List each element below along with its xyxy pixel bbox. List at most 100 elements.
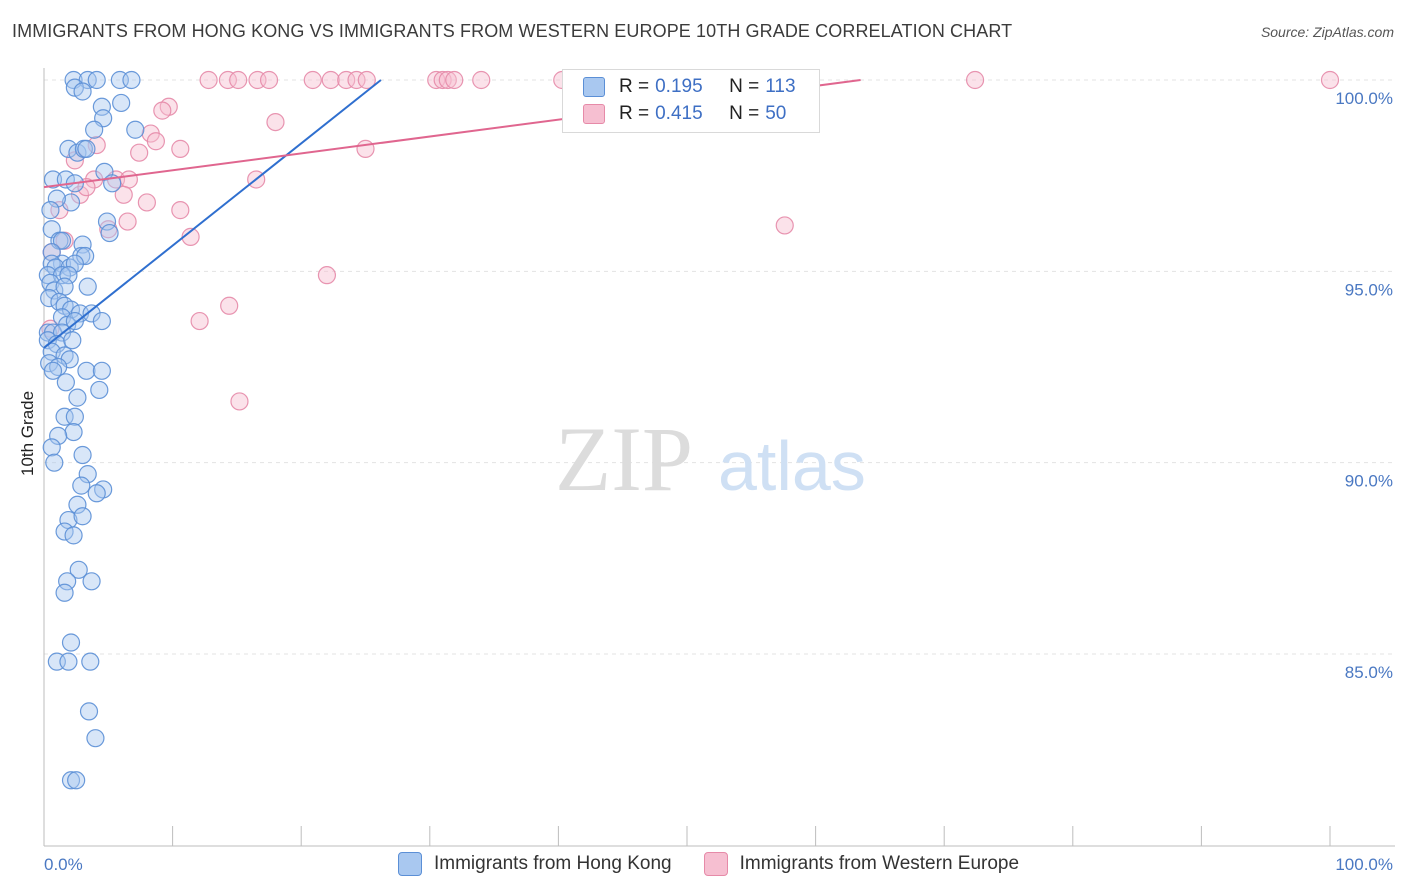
data-point-hong-kong — [82, 304, 101, 323]
data-point-hong-kong — [59, 652, 78, 671]
data-point-western-europe — [347, 70, 366, 90]
data-point-western-europe — [303, 70, 322, 90]
data-point-western-europe — [229, 70, 248, 90]
data-point-hong-kong — [41, 201, 60, 220]
hong-kong-points — [38, 70, 145, 790]
data-point-western-europe — [114, 185, 133, 204]
data-point-hong-kong — [65, 407, 84, 426]
data-point-hong-kong — [55, 583, 74, 602]
data-point-western-europe — [137, 193, 156, 212]
data-point-western-europe — [356, 139, 375, 158]
data-point-hong-kong — [73, 235, 92, 254]
data-point-hong-kong — [64, 526, 83, 545]
axes — [43, 68, 1395, 847]
data-point-western-europe — [218, 70, 237, 90]
data-point-hong-kong — [73, 82, 92, 101]
data-point-hong-kong — [77, 139, 96, 158]
data-point-hong-kong — [86, 729, 105, 748]
data-point-western-europe — [337, 70, 356, 90]
legend-n-label: N = — [729, 76, 760, 97]
data-point-western-europe — [259, 70, 279, 90]
x-tick-label: 100.0% — [1335, 855, 1393, 874]
data-point-hong-kong — [68, 495, 87, 514]
gridlines — [44, 79, 1395, 655]
data-point-hong-kong — [61, 771, 81, 790]
legend-swatch-blue — [583, 77, 605, 97]
data-point-hong-kong — [76, 246, 95, 266]
data-point-hong-kong — [43, 361, 63, 380]
legend-r-label: R = — [619, 76, 650, 97]
data-point-western-europe — [266, 112, 285, 132]
watermark-zip: ZIP — [555, 408, 693, 510]
data-point-hong-kong — [63, 331, 82, 350]
data-point-hong-kong — [79, 702, 99, 721]
data-point-western-europe — [119, 170, 138, 189]
legend-label-western-europe: Immigrants from Western Europe — [739, 853, 1020, 874]
data-point-western-europe — [171, 139, 190, 158]
data-point-western-europe — [230, 392, 249, 411]
data-point-western-europe — [321, 70, 340, 90]
data-point-hong-kong — [61, 633, 81, 652]
legend-r-value: 0.415 — [655, 103, 703, 124]
data-point-hong-kong — [64, 422, 83, 442]
legend-row-western-europe: R = 0.415 N = 50 — [583, 103, 786, 125]
data-point-western-europe — [199, 70, 218, 90]
legend-n-label: N = — [729, 103, 760, 124]
source-label: Source: ZipAtlas.com — [1260, 24, 1394, 40]
legend-n-value: 113 — [765, 76, 796, 97]
data-point-hong-kong — [45, 453, 64, 472]
data-point-hong-kong — [59, 139, 78, 158]
data-point-western-europe — [118, 212, 137, 231]
trend-line-hong-kong — [43, 79, 382, 349]
data-point-hong-kong — [78, 465, 97, 484]
data-point-western-europe — [146, 132, 165, 151]
y-tick-label: 100.0% — [1335, 89, 1393, 108]
data-point-western-europe — [965, 70, 985, 90]
data-point-hong-kong — [40, 289, 59, 308]
data-point-hong-kong — [92, 361, 111, 380]
data-point-hong-kong — [97, 212, 117, 231]
data-point-western-europe — [171, 201, 190, 220]
data-point-hong-kong — [67, 771, 86, 790]
x-tick-label: 0.0% — [44, 855, 83, 874]
data-point-hong-kong — [38, 331, 57, 350]
legend-swatch-hong-kong — [398, 852, 422, 876]
data-point-hong-kong — [58, 572, 77, 591]
legend-r-value: 0.195 — [655, 76, 703, 97]
data-point-hong-kong — [82, 572, 101, 591]
data-point-western-europe — [472, 70, 491, 90]
legend-swatch-pink — [583, 104, 605, 124]
data-point-hong-kong — [42, 438, 61, 457]
series-legend: Immigrants from Hong Kong Immigrants fro… — [398, 852, 1019, 876]
data-point-hong-kong — [126, 120, 145, 139]
data-point-hong-kong — [55, 407, 74, 426]
y-tick-label: 85.0% — [1345, 663, 1393, 682]
data-point-western-europe — [445, 70, 464, 90]
data-point-hong-kong — [90, 380, 109, 400]
data-point-hong-kong — [87, 70, 106, 90]
data-point-hong-kong — [65, 311, 84, 331]
data-point-western-europe — [190, 311, 209, 331]
data-point-hong-kong — [92, 97, 111, 116]
data-point-western-europe — [130, 143, 149, 162]
chart-title: IMMIGRANTS FROM HONG KONG VS IMMIGRANTS … — [12, 21, 1013, 41]
data-point-hong-kong — [92, 311, 111, 331]
data-point-hong-kong — [59, 266, 78, 285]
data-point-hong-kong — [52, 231, 72, 250]
watermark-atlas: atlas — [718, 427, 866, 505]
data-point-hong-kong — [81, 652, 100, 671]
data-point-hong-kong — [43, 170, 63, 189]
legend-row-hong-kong: R = 0.195 N = 113 — [583, 76, 796, 98]
data-point-western-europe — [1320, 70, 1340, 90]
legend-r-label: R = — [619, 103, 650, 124]
data-point-hong-kong — [78, 277, 97, 296]
data-point-hong-kong — [100, 223, 119, 243]
data-point-hong-kong — [72, 476, 91, 495]
data-point-western-europe — [153, 101, 172, 120]
data-point-hong-kong — [73, 445, 92, 465]
data-point-hong-kong — [56, 373, 75, 392]
legend-swatch-western-europe — [703, 852, 728, 876]
watermark: ZIP atlas — [555, 408, 866, 510]
tick-labels: 85.0% 90.0% 95.0% 100.0% 0.0% 100.0% — [44, 89, 1393, 874]
